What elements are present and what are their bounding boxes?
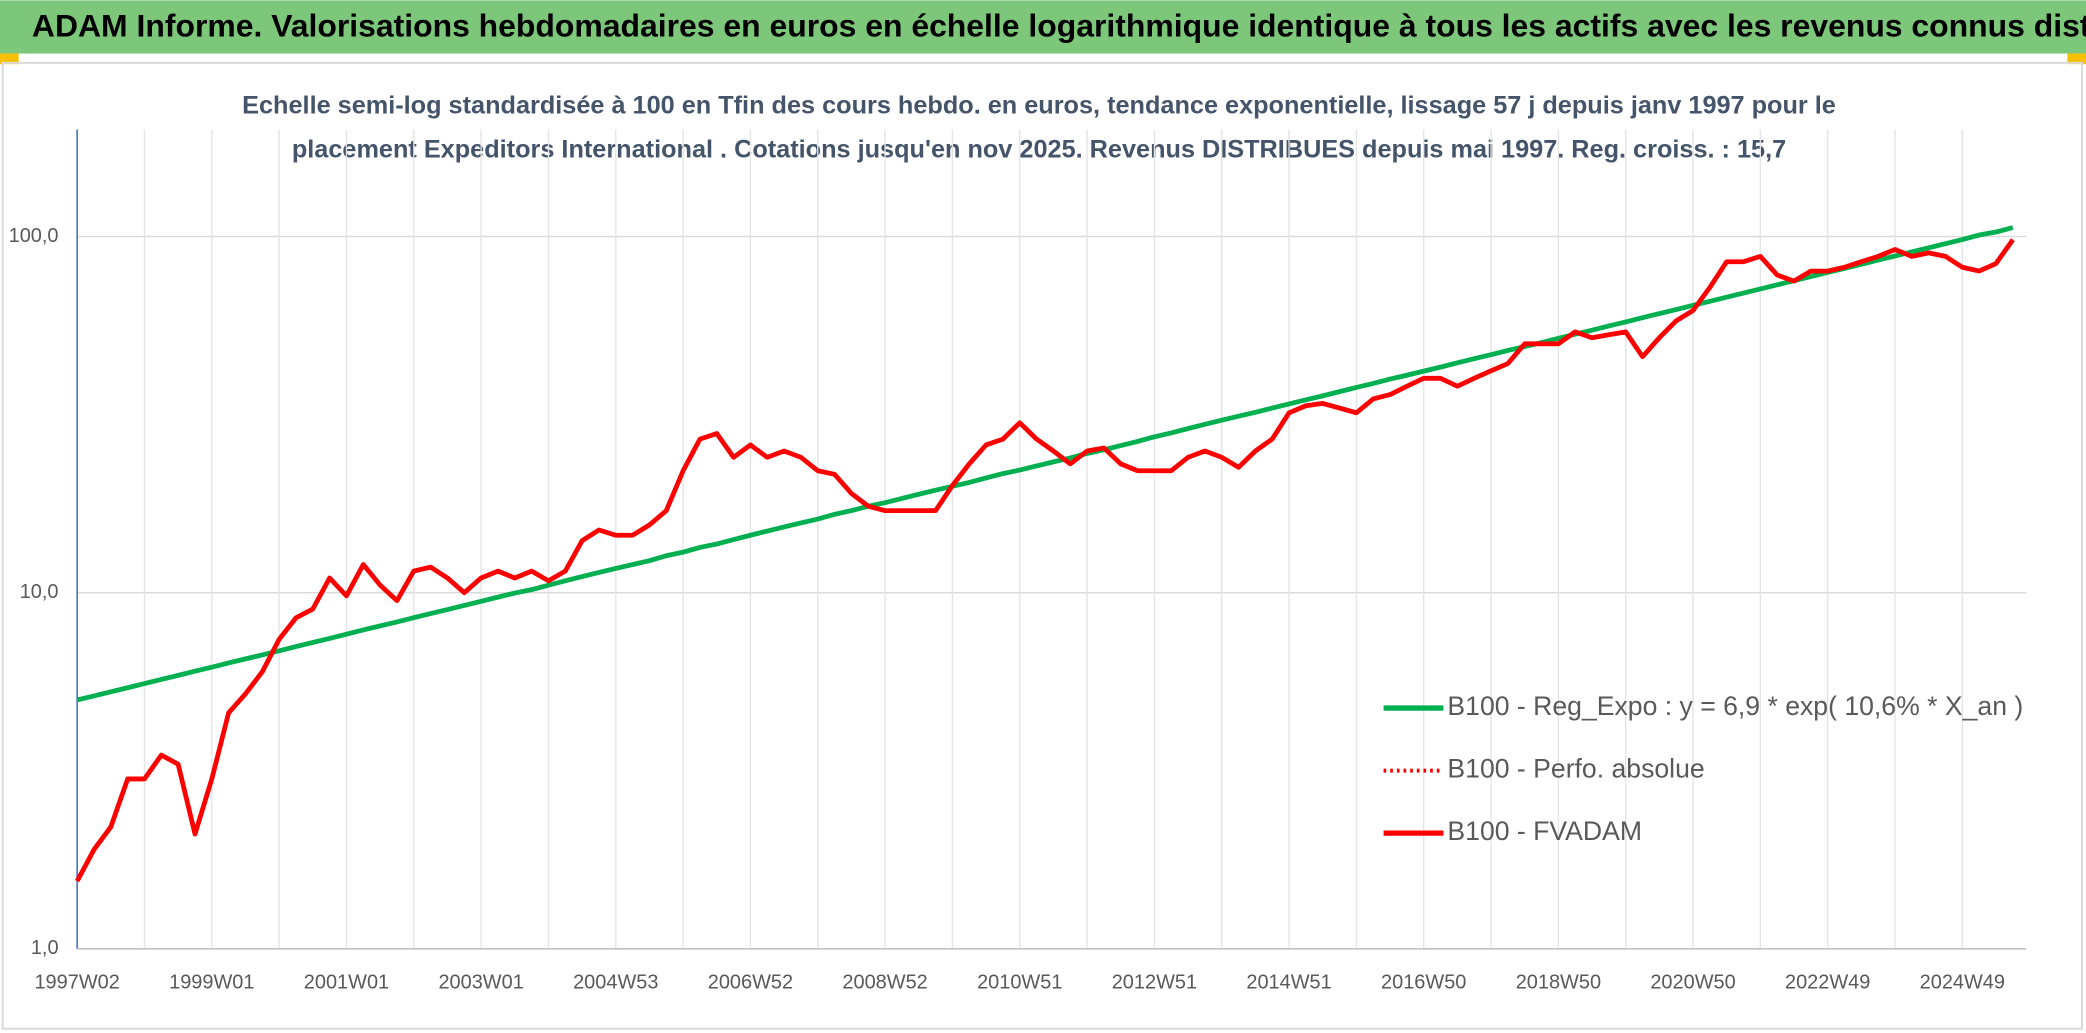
x-tick-label: 2018W50 bbox=[1516, 972, 1601, 994]
x-tick-label: 2020W50 bbox=[1650, 972, 1735, 994]
x-tick-label: 2004W53 bbox=[573, 972, 658, 994]
x-tick-label: 1999W01 bbox=[169, 972, 254, 994]
chart-frame bbox=[1, 61, 2084, 1030]
x-tick-label: 2016W50 bbox=[1381, 972, 1466, 994]
x-tick-label: 2001W01 bbox=[304, 972, 389, 994]
series-line bbox=[75, 238, 2015, 883]
header-bar bbox=[0, 0, 2086, 54]
x-tick-label: 2008W52 bbox=[842, 972, 927, 994]
y-tick-label: 100,0 bbox=[9, 225, 59, 247]
legend-label: B100 - FVADAM bbox=[1447, 816, 1642, 846]
legend-label: B100 - Reg_Expo : y = 6,9 * exp( 10,6% *… bbox=[1447, 691, 2023, 721]
chart-title: ADAM Informe. Valorisations hebdomadaire… bbox=[32, 8, 2086, 44]
grid: 1,0 10,0 100,0 1997W02 1999W01 2001W01 2003W01… bbox=[9, 129, 2027, 994]
y-tick-label: 1,0 bbox=[31, 937, 59, 959]
x-tick-label: 2024W49 bbox=[1920, 972, 2005, 994]
series-line bbox=[76, 225, 2014, 703]
chart-subtitle: placement Expeditors International . Cot… bbox=[292, 135, 1786, 163]
x-tick-label: 2003W01 bbox=[438, 972, 523, 994]
corner bbox=[0, 53, 19, 65]
x-tick-label: 2012W51 bbox=[1112, 972, 1197, 994]
x-tick-label: 2022W49 bbox=[1785, 972, 1870, 994]
x-tick-label: 2006W52 bbox=[708, 972, 793, 994]
x-tick-label: 2010W51 bbox=[977, 972, 1062, 994]
y-tick-label: 10,0 bbox=[20, 581, 59, 603]
plot bbox=[75, 225, 2015, 883]
corner bbox=[2067, 53, 2086, 65]
legend-label: B100 - Perfo. absolue bbox=[1447, 754, 1704, 784]
legend: B100 - Reg_Expo : y = 6,9 * exp( 10,6% *… bbox=[1383, 691, 2023, 846]
x-tick-label: 2014W51 bbox=[1246, 972, 1331, 994]
chart-subtitle: Echelle semi-log standardisée à 100 en T… bbox=[242, 91, 1836, 119]
x-tick-label: 1997W02 bbox=[34, 972, 119, 994]
